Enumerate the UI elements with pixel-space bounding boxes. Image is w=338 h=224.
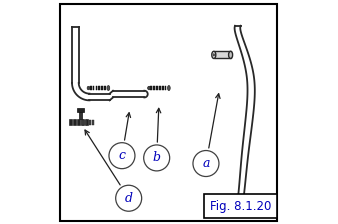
Bar <box>204 194 276 218</box>
Ellipse shape <box>87 86 90 90</box>
Bar <box>159 86 161 90</box>
Text: c: c <box>118 149 125 162</box>
Bar <box>153 86 155 90</box>
Circle shape <box>144 145 170 171</box>
Bar <box>81 119 84 125</box>
Bar <box>92 120 94 125</box>
Bar <box>82 120 84 125</box>
Bar <box>156 86 158 90</box>
Bar <box>165 86 166 90</box>
Ellipse shape <box>212 51 216 58</box>
Bar <box>214 51 231 58</box>
Circle shape <box>109 143 135 169</box>
Ellipse shape <box>168 86 170 90</box>
Bar <box>69 119 72 125</box>
Bar <box>96 86 97 90</box>
Bar <box>79 110 82 119</box>
Bar <box>150 86 152 90</box>
Text: b: b <box>153 151 161 164</box>
Bar <box>77 108 84 112</box>
Text: Fig. 8.1.20: Fig. 8.1.20 <box>210 200 271 213</box>
Ellipse shape <box>107 86 110 90</box>
Bar <box>77 119 80 125</box>
FancyBboxPatch shape <box>61 4 276 221</box>
Bar <box>101 86 103 90</box>
Bar <box>93 86 95 90</box>
Bar <box>73 119 76 125</box>
Ellipse shape <box>213 54 215 56</box>
Bar <box>90 86 92 90</box>
Bar <box>89 120 91 125</box>
Ellipse shape <box>148 86 150 90</box>
Circle shape <box>193 151 219 177</box>
Bar <box>104 86 106 90</box>
Bar <box>86 120 87 125</box>
Bar <box>162 86 164 90</box>
Bar <box>86 119 88 125</box>
Circle shape <box>116 185 142 211</box>
Bar <box>98 86 100 90</box>
Text: a: a <box>202 157 210 170</box>
Ellipse shape <box>228 51 233 58</box>
Text: d: d <box>125 192 133 205</box>
